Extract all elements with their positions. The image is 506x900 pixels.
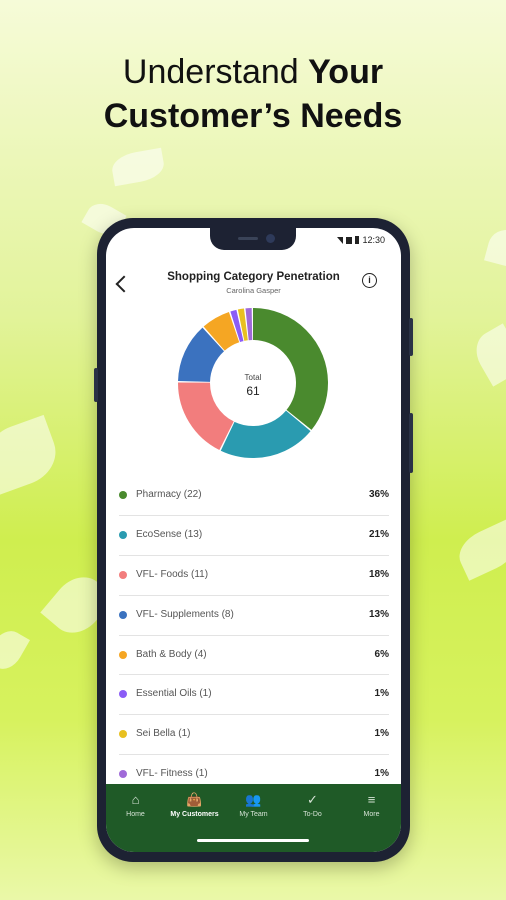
bottom-nav: ⌂ Home 👜 My Customers 👥 My Team ✓ To-Do ≡ More [106,784,401,852]
nav-label: Home [126,811,145,818]
category-percent: 1% [374,688,389,700]
donut-center-label: Total [244,373,262,382]
category-percent: 21% [368,528,389,540]
category-name: Sei Bella (1) [136,728,191,740]
donut-chart [178,308,328,458]
category-name: VFL- Foods (11) [136,568,209,580]
info-icon[interactable]: i [362,273,377,288]
headline: Understand Your Customer’s Needs [0,50,506,138]
category-percent: 1% [374,728,389,740]
menu-icon: ≡ [367,792,376,807]
nav-label: My Team [239,811,268,818]
phone-side-button [409,413,413,473]
legend-dot [119,570,127,579]
decorative-leaf [0,625,30,675]
legend-dot [119,530,127,539]
category-name: Bath & Body (4) [136,648,207,660]
wifi-icon [337,236,344,244]
legend-dot [119,690,127,699]
customer-name: Carolina Gasper [226,286,281,295]
status-bar: 12:30 [337,235,385,245]
legend-dot [119,730,127,739]
nav-item-my-team[interactable]: 👥 My Team [224,792,283,818]
category-row[interactable]: Essential Oils (1) 1% [119,675,389,716]
headline-bold: Your [308,53,384,91]
category-row[interactable]: Pharmacy (22) 36% [119,476,389,516]
nav-label: My Customers [170,811,219,818]
donut-slice-1 [178,308,328,458]
nav-item-home[interactable]: ⌂ Home [106,792,165,818]
category-percent: 13% [368,608,389,620]
decorative-leaf [468,323,506,387]
legend-dot [119,770,127,779]
headline-line-2: Customer’s Needs [103,97,403,135]
nav-label: More [363,811,380,818]
phone-side-button [94,368,98,402]
category-name: Pharmacy (22) [136,489,202,500]
decorative-leaf [484,225,506,271]
nav-item-my-customers[interactable]: 👜 My Customers [165,792,224,818]
category-row[interactable]: VFL- Supplements (8) 13% [119,596,389,636]
status-time: 12:30 [362,235,385,245]
category-percent: 36% [368,489,389,500]
nav-label: To-Do [303,811,322,818]
decorative-leaf [109,147,167,187]
signal-icon [346,236,353,244]
headline-regular: Understand [122,53,309,91]
shopping-bag-icon: 👜 [186,792,203,807]
home-indicator [197,839,309,842]
phone-notch [210,228,296,250]
check-circle-icon: ✓ [307,792,318,807]
legend-dot [119,650,127,659]
legend-dot [119,610,127,619]
phone-side-button [409,318,413,356]
category-list: Pharmacy (22) 36% EcoSense (13) 21% VFL- Foo… [119,476,389,796]
category-row[interactable]: VFL- Foods (11) 18% [119,556,389,596]
category-percent: 18% [368,568,389,580]
category-percent: 6% [374,648,389,660]
team-icon: 👥 [245,792,262,807]
donut-slice-2 [178,308,328,458]
category-name: Essential Oils (1) [136,688,212,700]
nav-item-more[interactable]: ≡ More [342,792,401,818]
category-row[interactable]: Bath & Body (4) 6% [119,636,389,676]
phone-frame: 12:30 Shopping Category Penetration Caro… [94,218,413,862]
donut-center-value: 61 [246,384,260,398]
donut-slice-0 [178,308,328,458]
app-screen: 12:30 Shopping Category Penetration Caro… [106,228,401,852]
category-row[interactable]: Sei Bella (1) 1% [119,715,389,756]
category-row[interactable]: EcoSense (13) 21% [119,516,389,556]
battery-icon [355,236,360,244]
category-percent: 1% [374,768,389,780]
legend-dot [119,491,127,499]
decorative-leaf [452,519,506,581]
category-name: VFL- Fitness (1) [136,768,208,780]
home-icon: ⌂ [131,792,140,807]
category-name: EcoSense (13) [136,528,203,540]
page-title: Shopping Category Penetration [167,271,340,283]
decorative-leaf [0,414,65,496]
category-name: VFL- Supplements (8) [136,608,234,620]
nav-item-to-do[interactable]: ✓ To-Do [283,792,342,818]
